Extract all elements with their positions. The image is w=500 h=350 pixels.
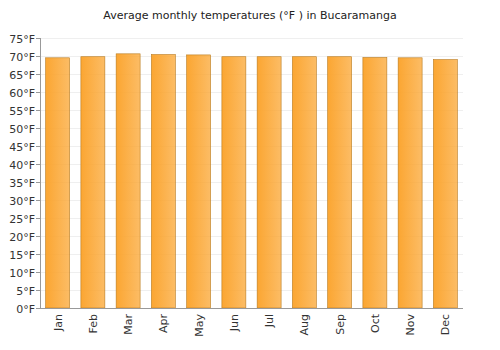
tick-mark — [36, 110, 40, 111]
category-label: May — [193, 314, 206, 337]
category-label: Feb — [87, 314, 100, 333]
tick-mark — [36, 200, 40, 201]
category-label: Dec — [439, 314, 452, 335]
tick-label: 65°F — [9, 69, 35, 82]
tick-label: 40°F — [9, 159, 35, 172]
tick-label: 0°F — [16, 303, 35, 316]
tick-mark — [36, 38, 40, 39]
tick-label: 75°F — [9, 33, 35, 46]
bar — [116, 54, 140, 308]
tick-mark — [36, 128, 40, 129]
category-label: Nov — [404, 314, 417, 336]
tick-mark — [36, 254, 40, 255]
category-label: Jul — [263, 314, 276, 328]
tick-label: 10°F — [9, 267, 35, 280]
bar — [257, 57, 281, 308]
tick-mark — [36, 56, 40, 57]
tick-label: 25°F — [9, 213, 35, 226]
tick-mark — [36, 272, 40, 273]
title: Average monthly temperatures (°F ) in Bu… — [103, 9, 396, 22]
bar — [292, 57, 316, 308]
bars — [46, 54, 458, 308]
tick-mark — [36, 74, 40, 75]
tick-mark — [36, 308, 40, 309]
bar — [151, 55, 175, 308]
chart: Average monthly temperatures (°F ) in Bu… — [0, 0, 500, 350]
bar — [187, 55, 211, 308]
tick-label: 15°F — [9, 249, 35, 262]
tick-mark — [36, 182, 40, 183]
bar — [398, 58, 422, 308]
tick-mark — [36, 92, 40, 93]
tick-label: 70°F — [9, 51, 35, 64]
bar — [46, 58, 70, 308]
category-label: Jun — [228, 314, 241, 332]
grid-line — [40, 38, 463, 39]
tick-label: 45°F — [9, 141, 35, 154]
x-axis-line — [40, 308, 463, 309]
y-axis-line — [40, 38, 41, 308]
grid-line — [40, 308, 463, 309]
bar — [222, 57, 246, 308]
bar — [328, 57, 352, 308]
category-label: Sep — [334, 314, 347, 335]
category-label: Jan — [52, 314, 65, 332]
bar — [81, 57, 105, 308]
tick-mark — [36, 290, 40, 291]
bar — [433, 60, 457, 308]
bar — [363, 57, 387, 308]
tick-label: 50°F — [9, 123, 35, 136]
tick-mark — [36, 164, 40, 165]
category-label: Aug — [298, 314, 311, 335]
category-label: Apr — [157, 314, 170, 334]
tick-label: 30°F — [9, 195, 35, 208]
tick-label: 60°F — [9, 87, 35, 100]
tick-label: 5°F — [16, 285, 35, 298]
category-label: Oct — [369, 313, 382, 333]
category-label: Mar — [122, 314, 135, 335]
tick-mark — [36, 236, 40, 237]
tick-label: 55°F — [9, 105, 35, 118]
tick-mark — [36, 146, 40, 147]
tick-label: 35°F — [9, 177, 35, 190]
tick-mark — [36, 218, 40, 219]
tick-label: 20°F — [9, 231, 35, 244]
